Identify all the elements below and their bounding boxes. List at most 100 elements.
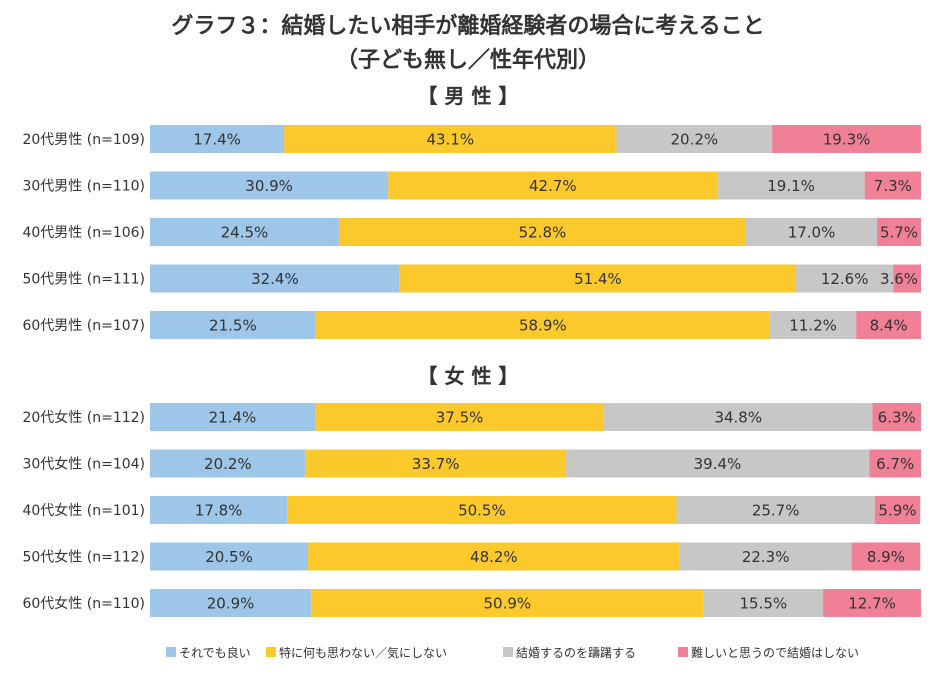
bar-segment [150, 171, 389, 200]
data-label: 3.6% [880, 270, 918, 288]
row-label: 40代女性 (n=101) [22, 502, 145, 519]
data-label: 30.9% [245, 177, 293, 195]
row-label: 60代男性 (n=107) [22, 318, 145, 334]
legend-label: 難しいと思うので結婚はしない [691, 645, 859, 660]
bar-segment [856, 311, 921, 339]
bar-segment [314, 403, 605, 431]
data-label: 8.9% [867, 548, 905, 566]
bar-segment [150, 264, 400, 293]
bar-segment [604, 403, 873, 431]
bar-segment [338, 218, 746, 246]
legend-label: 結婚するのを躊躇する [516, 646, 636, 660]
bar-segment [877, 218, 921, 246]
bar-segment [616, 125, 773, 153]
bar-segment [305, 449, 566, 478]
data-label: 43.1% [426, 131, 474, 149]
row-label: 20代女性 (n=112) [22, 409, 145, 426]
data-label: 5.7% [880, 224, 918, 242]
legend-swatch [678, 647, 688, 657]
data-label: 20.2% [204, 455, 252, 473]
bar-segment [676, 496, 875, 524]
legend-item: 結婚するのを躊躇する [503, 646, 636, 660]
bar-segment [769, 311, 857, 339]
data-label: 17.8% [195, 502, 243, 520]
data-label: 25.7% [752, 502, 800, 520]
bar-segment [150, 449, 306, 478]
bar-row: 50代女性 (n=112) 20.5% 48.2% 22.3% 8.9% [22, 542, 921, 571]
bar-segment [150, 542, 309, 571]
bars-layer: 【 男 性 】 20代男性 (n=109) 17.4% 43.1% 20.2% 19.3%… [22, 84, 921, 617]
bar-segment [851, 542, 921, 571]
data-label: 12.6% [821, 270, 869, 288]
data-label: 21.5% [209, 317, 257, 335]
data-label: 8.4% [870, 317, 908, 335]
bar-segment [874, 496, 921, 524]
row-label: 40代男性 (n=106) [22, 225, 145, 241]
bar-segment [150, 589, 312, 617]
bar-segment [823, 589, 921, 617]
data-label: 12.7% [848, 595, 896, 613]
data-label: 7.3% [874, 177, 912, 195]
data-label: 34.8% [714, 409, 762, 427]
bar-segment [893, 264, 921, 293]
bar-segment [872, 403, 921, 431]
bar-segment [864, 171, 921, 200]
legend-item: 特に何も思わない／気にしない [266, 645, 447, 660]
bar-row: 30代女性 (n=104) 20.2% 33.7% 39.4% 6.7% [22, 449, 921, 478]
legend-item: それでも良い [166, 645, 251, 660]
bar-segment [869, 449, 921, 478]
bar-segment [399, 264, 797, 293]
bar-row: 60代男性 (n=107) 21.5% 58.9% 11.2% 8.4% [22, 311, 921, 339]
bar-segment [717, 171, 865, 200]
legend-label: 特に何も思わない／気にしない [279, 645, 447, 660]
bar-segment [284, 125, 617, 153]
row-label: 50代男性 (n=111) [22, 272, 145, 288]
bar-segment [150, 311, 316, 339]
data-label: 42.7% [529, 177, 577, 195]
chart-subtitle: （子ども無し／性年代別） [336, 47, 600, 73]
row-label: 60代女性 (n=110) [22, 595, 145, 612]
legend-swatch [166, 647, 176, 657]
data-label: 50.9% [484, 595, 532, 613]
data-label: 48.2% [470, 548, 518, 566]
data-label: 20.9% [207, 595, 255, 613]
bar-segment [565, 449, 870, 478]
legend-swatch [503, 647, 513, 657]
legend: それでも良い 特に何も思わない／気にしない 結婚するのを躊躇する 難しいと思うので結婚… [166, 645, 859, 660]
bar-segment [150, 403, 315, 431]
bar-segment [150, 125, 285, 153]
bar-segment [679, 542, 852, 571]
data-label: 58.9% [519, 317, 567, 335]
legend-swatch [266, 647, 276, 657]
legend-label: それでも良い [179, 645, 251, 660]
data-label: 21.4% [209, 409, 257, 427]
group-heading: 【 男 性 】 [418, 84, 519, 108]
data-label: 51.4% [574, 270, 622, 288]
bar-segment [796, 264, 894, 293]
row-label: 30代男性 (n=110) [22, 179, 145, 195]
data-label: 11.2% [789, 317, 837, 335]
bar-segment [772, 125, 921, 153]
data-label: 19.3% [823, 131, 871, 149]
data-label: 19.1% [767, 177, 815, 195]
bar-segment [745, 218, 878, 246]
data-label: 33.7% [412, 455, 460, 473]
row-label: 20代男性 (n=109) [22, 132, 145, 148]
bar-row: 50代男性 (n=111) 32.4% 51.4% 12.6% 3.6% [22, 264, 921, 293]
bar-row: 40代女性 (n=101) 17.8% 50.5% 25.7% 5.9% [22, 496, 921, 524]
bar-row: 40代男性 (n=106) 24.5% 52.8% 17.0% 5.7% [22, 218, 921, 246]
bar-segment [287, 496, 677, 524]
data-label: 20.2% [670, 131, 718, 149]
bar-segment [308, 542, 680, 571]
data-label: 17.0% [788, 224, 836, 242]
data-label: 32.4% [251, 270, 299, 288]
data-label: 37.5% [436, 409, 484, 427]
data-label: 22.3% [742, 548, 790, 566]
data-label: 39.4% [694, 455, 742, 473]
data-label: 5.9% [878, 502, 916, 520]
bar-segment [388, 171, 718, 200]
bar-row: 20代女性 (n=112) 21.4% 37.5% 34.8% 6.3% [22, 403, 921, 431]
data-label: 6.7% [876, 455, 914, 473]
group-heading: 【 女 性 】 [418, 364, 519, 388]
